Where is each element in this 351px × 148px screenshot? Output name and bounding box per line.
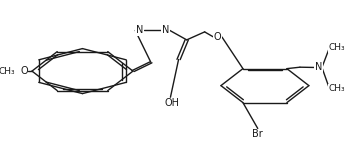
Text: OH: OH xyxy=(165,98,180,108)
Text: O: O xyxy=(20,66,28,76)
Text: O: O xyxy=(214,32,221,42)
Text: N: N xyxy=(315,62,322,73)
Text: Br: Br xyxy=(252,129,263,139)
Text: CH₃: CH₃ xyxy=(0,67,15,76)
Text: CH₃: CH₃ xyxy=(328,84,345,93)
Text: N: N xyxy=(136,25,143,35)
Text: N: N xyxy=(162,25,169,35)
Text: CH₃: CH₃ xyxy=(328,43,345,52)
